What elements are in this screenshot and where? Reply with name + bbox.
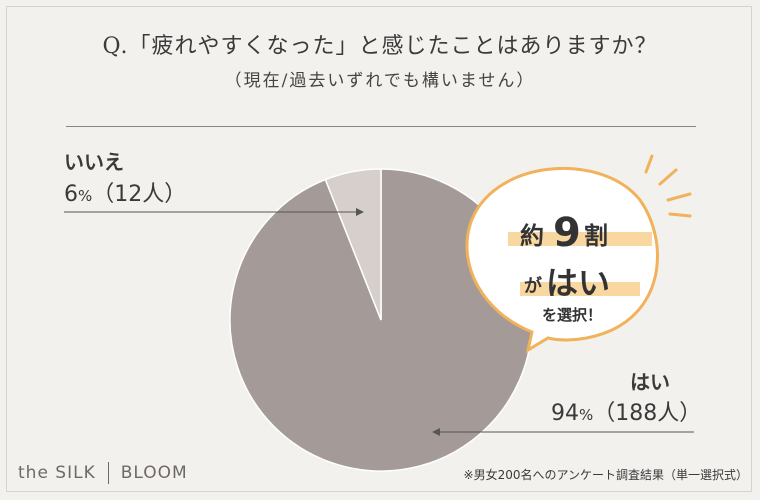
leader-arrow-yes: [432, 428, 440, 436]
callout-line1-pre: 約: [520, 222, 544, 250]
chart-title: Q.「疲れやすくなった」と感じたことはありますか？: [102, 34, 658, 59]
pie-slice-no: [324, 168, 382, 321]
callout-line1-post: 割: [584, 222, 608, 250]
value-yes-number: 94: [551, 401, 579, 426]
value-yes-unit: %: [579, 406, 594, 424]
callout-line2-pre: が: [524, 275, 542, 297]
logo-left: the SILK: [18, 463, 96, 483]
callout-badge: 約 9 割 が はい を選択！: [465, 154, 692, 354]
highlight-bar-2: [520, 282, 640, 296]
logo-right: BLOOM: [120, 463, 188, 483]
value-no-unit: %: [78, 187, 93, 205]
survey-footnote: ※男女200名へのアンケート調査結果（単一選択式）: [463, 468, 748, 482]
value-no-count: （12人）: [92, 182, 187, 207]
callout-line2-main: はい: [546, 264, 610, 302]
callout-bubble: [465, 166, 659, 354]
highlight-bar-1: [508, 232, 652, 246]
leader-arrow-no: [356, 208, 364, 216]
label-yes: はい: [630, 370, 670, 394]
label-no: いいえ: [64, 150, 124, 174]
value-no: 6%（12人）: [64, 176, 186, 208]
leader-lines: [64, 208, 694, 436]
value-no-number: 6: [64, 182, 78, 207]
pie-slices: [229, 168, 533, 472]
brand-logo: the SILK BLOOM: [18, 462, 188, 484]
chart-frame: [6, 6, 752, 492]
title-divider: [66, 126, 696, 127]
logo-divider: [107, 462, 109, 484]
callout-line3: を選択！: [542, 306, 602, 324]
chart-subtitle: （現在/過去いずれでも構いません）: [224, 71, 536, 91]
value-yes-count: （188人）: [593, 401, 702, 426]
burst-lines: [644, 154, 692, 218]
callout-line1-num: 9: [553, 210, 581, 256]
value-yes: 94%（188人）: [551, 395, 701, 427]
